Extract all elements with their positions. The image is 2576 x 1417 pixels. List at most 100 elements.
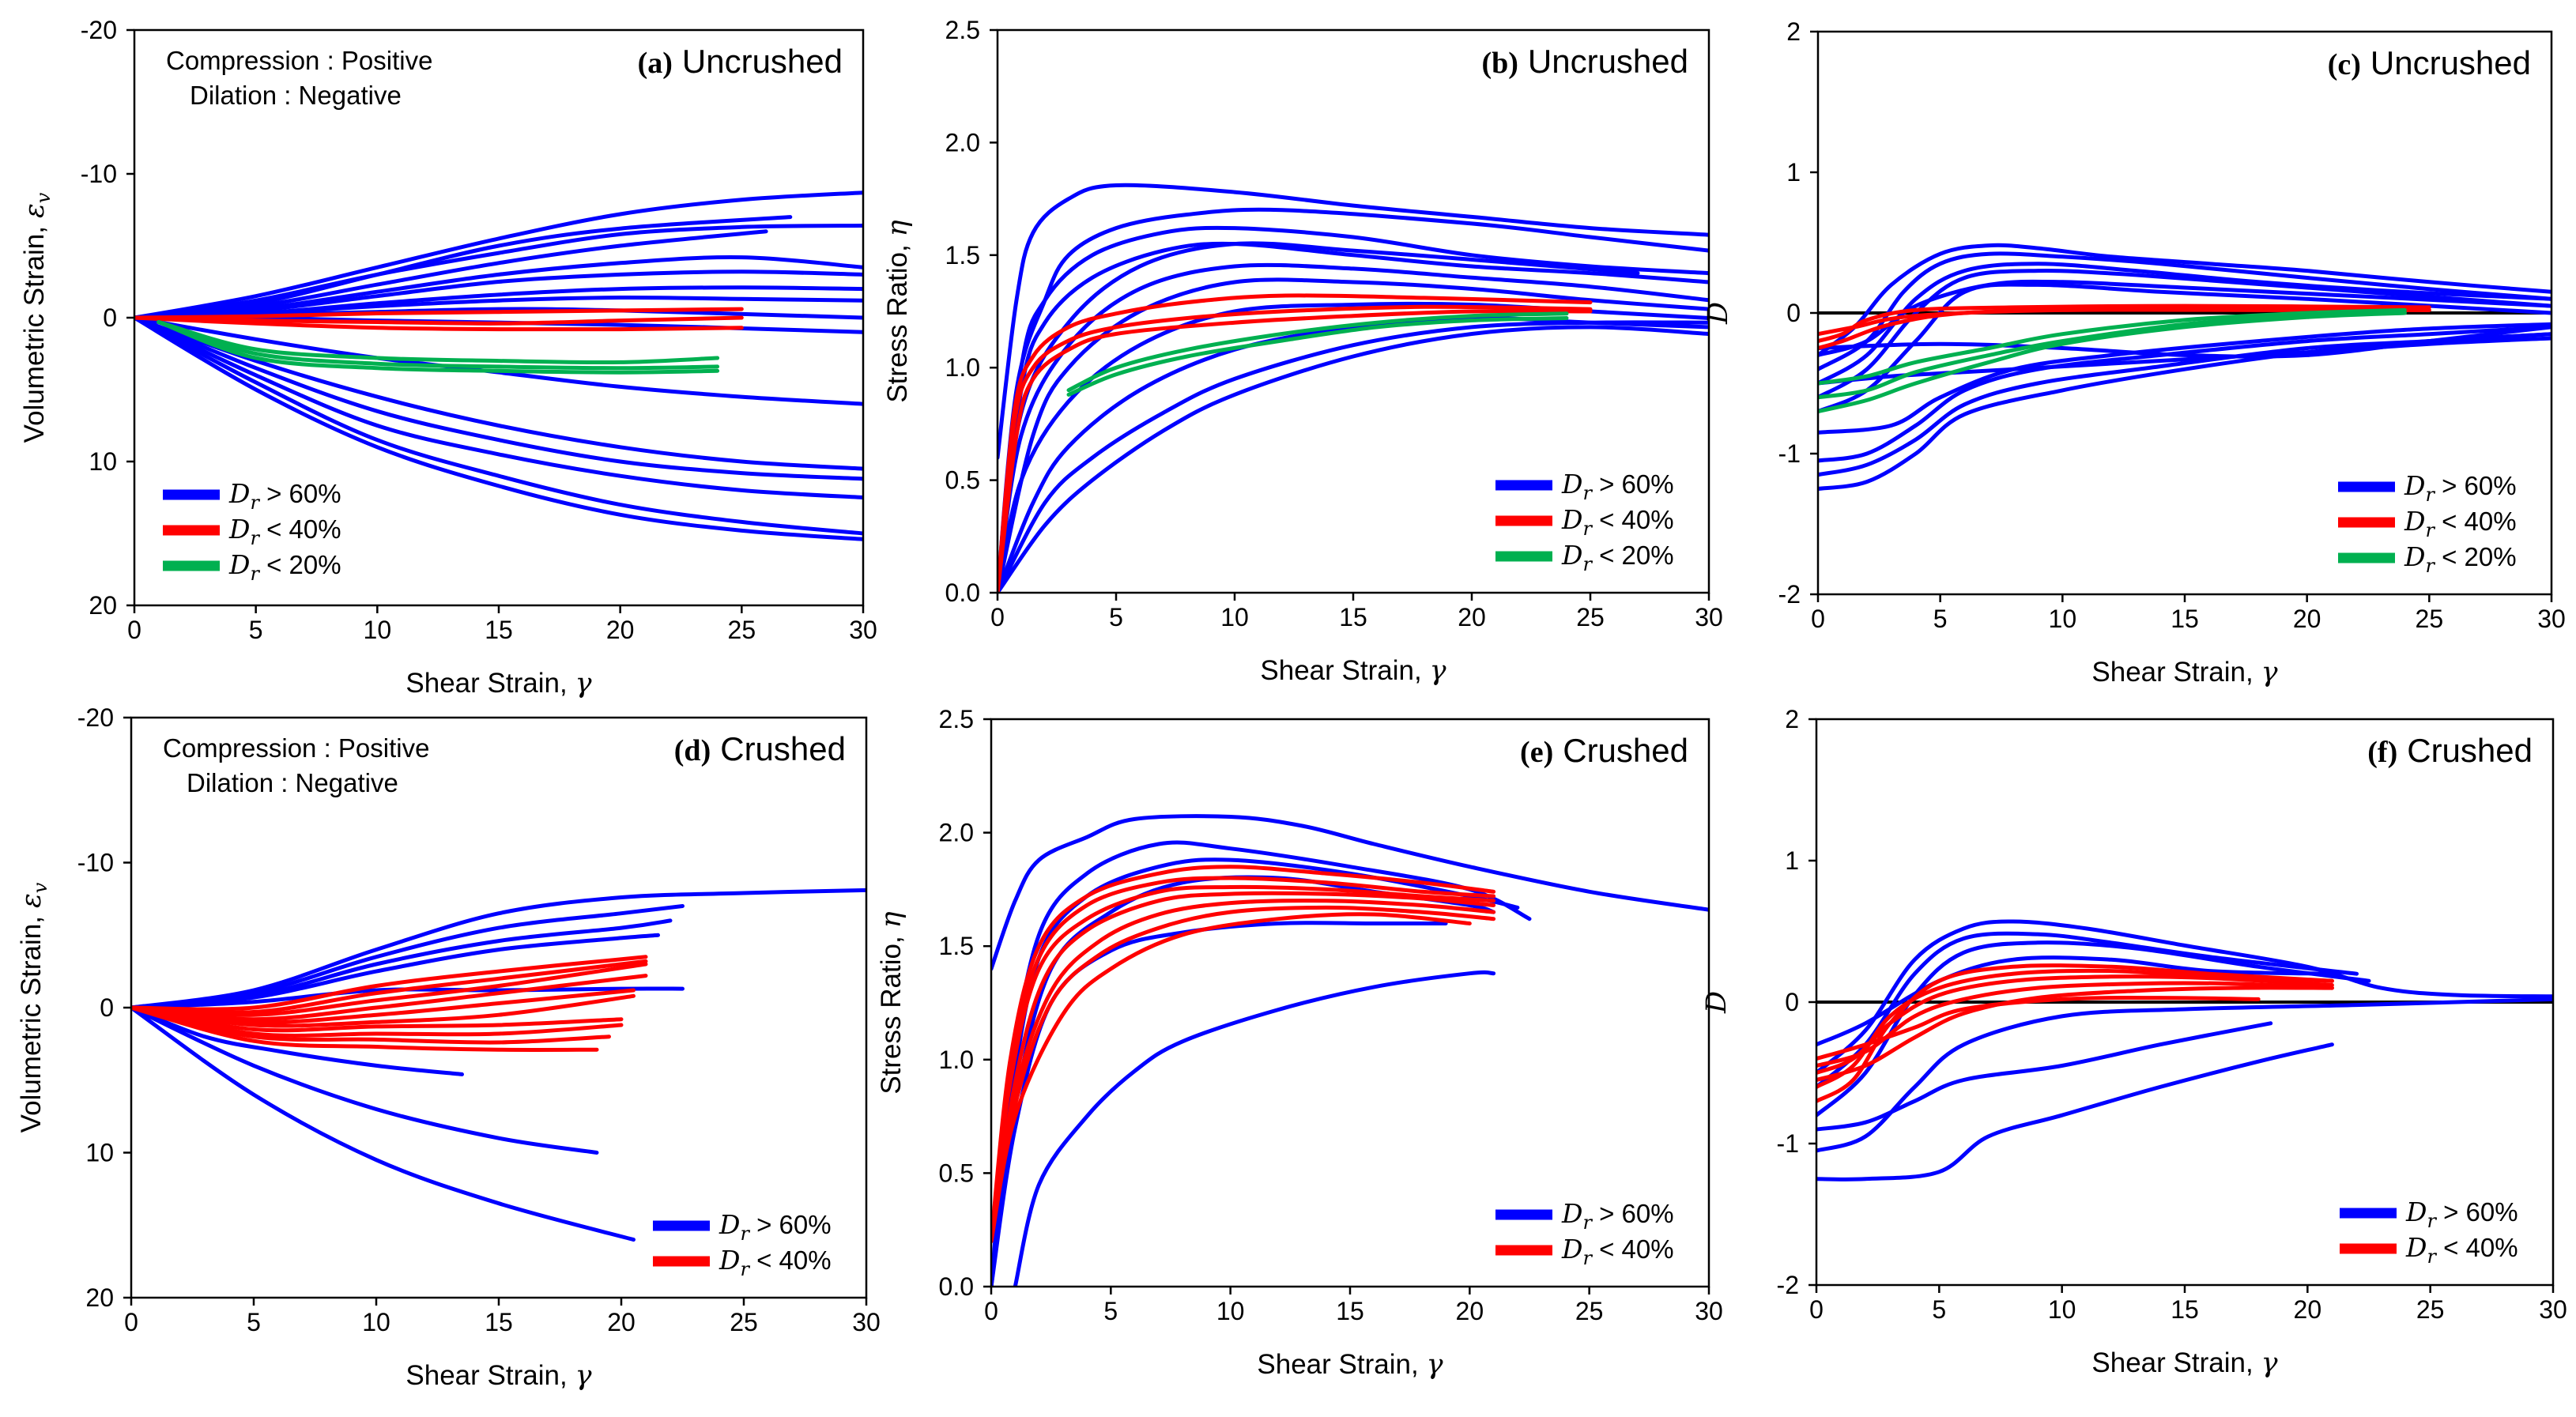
series-1-curve-2 <box>998 309 1593 593</box>
y-axis-symbol: η <box>882 220 914 236</box>
curves-group <box>1818 243 2551 491</box>
x-tick-label: 0 <box>1811 605 1825 633</box>
series-0-curve-1 <box>1818 251 2551 371</box>
panel-title: (b) Uncrushed <box>1481 43 1688 80</box>
series-1-curve-6 <box>131 1005 624 1033</box>
x-axis-title: Shear Strain, γ <box>2091 657 2277 688</box>
legend-text: < 40% <box>2436 1233 2518 1262</box>
y-tick-label: -10 <box>77 849 114 877</box>
legend-symbol: D <box>1561 504 1582 535</box>
series-0-curve-5 <box>998 262 1709 593</box>
panel-letter: (b) <box>1481 47 1518 80</box>
y-axis-symbol: ε <box>16 893 47 908</box>
legend-subscript: r <box>2427 1210 2437 1232</box>
y-tick-label: 2 <box>1786 17 1801 46</box>
series-0-curve-1 <box>131 904 685 1010</box>
x-axis-label: Shear Strain, <box>405 668 567 699</box>
legend-symbol: D <box>228 514 250 545</box>
x-tick-label: 20 <box>1456 1297 1484 1325</box>
legend-symbol: D <box>1561 1234 1582 1264</box>
y-axis-subscript: v <box>32 192 55 203</box>
y-tick-label: 1.5 <box>939 932 974 960</box>
legend-text: < 20% <box>2435 542 2517 571</box>
legend: Dr > 60%Dr < 40% <box>1495 1198 1674 1269</box>
legend-subscript: r <box>1582 553 1593 575</box>
series-0-curve-15 <box>134 315 863 541</box>
y-tick-label: 1 <box>1785 846 1799 875</box>
y-axis-title: D <box>1703 302 1734 325</box>
series-1-curve-0 <box>131 955 648 1012</box>
y-tick-label: 0.5 <box>945 466 980 495</box>
legend-label: Dr < 40% <box>1561 1234 1674 1269</box>
y-axis-title: Volumetric Strain, εv <box>19 192 55 443</box>
legend-text: > 60% <box>2435 471 2517 500</box>
x-tick-label: 20 <box>607 1308 636 1336</box>
series-0-curve-0 <box>131 888 866 1010</box>
series-0-curve-2 <box>998 225 1709 593</box>
y-axis-title: Volumetric Strain, εv <box>16 882 51 1132</box>
y-tick-label: 0 <box>103 303 117 332</box>
x-tick-label: 10 <box>2048 1295 2076 1324</box>
legend-label: Dr > 60% <box>1561 1198 1674 1234</box>
x-tick-label: 30 <box>1695 603 1723 631</box>
x-tick-label: 25 <box>2416 605 2444 633</box>
x-tick-label: 5 <box>1932 1295 1946 1324</box>
y-tick-label: 2.0 <box>939 819 974 847</box>
y-axis-label: Volumetric Strain, <box>16 916 47 1132</box>
x-tick-label: 5 <box>1103 1297 1118 1325</box>
x-tick-label: 30 <box>1695 1297 1723 1325</box>
series-0-curve-2 <box>134 215 793 320</box>
legend-symbol: D <box>2405 1232 2427 1263</box>
x-tick-label: 0 <box>990 603 1005 631</box>
legend-subscript: r <box>1582 482 1593 504</box>
series-1-curve-2 <box>131 962 648 1017</box>
x-axis-title: Shear Strain, γ <box>405 1360 591 1392</box>
y-tick-label: 20 <box>85 1283 114 1312</box>
panel-letter: (f) <box>2367 736 2397 769</box>
y-axis-symbol: D <box>1703 302 1734 325</box>
panel-title: (e) Crushed <box>1520 732 1688 769</box>
legend-label: Dr > 60% <box>718 1209 832 1245</box>
legend-symbol: D <box>2404 541 2425 572</box>
legend-label: Dr < 40% <box>228 514 341 549</box>
y-tick-label: 1.0 <box>945 353 980 382</box>
series-1-curve-0 <box>134 307 744 320</box>
series-0-curve-10 <box>998 325 1709 593</box>
x-tick-label: 25 <box>730 1308 758 1336</box>
series-0-curve-11 <box>134 315 863 471</box>
y-tick-label: -10 <box>81 160 117 188</box>
y-axis-symbol: D <box>1701 991 1733 1014</box>
series-1-curve-1 <box>998 304 1593 593</box>
y-tick-label: 10 <box>89 447 117 476</box>
legend-label: Dr < 40% <box>718 1245 832 1280</box>
x-tick-label: 15 <box>1339 603 1367 631</box>
x-tick-label: 5 <box>1933 605 1948 633</box>
legend-label: Dr < 20% <box>1561 540 1674 575</box>
legend-symbol: D <box>718 1245 740 1276</box>
series-0-curve-5 <box>131 1005 464 1076</box>
legend-symbol: D <box>2405 1197 2427 1227</box>
legend-label: Dr < 40% <box>2405 1232 2518 1268</box>
x-axis-label: Shear Strain, <box>2091 1347 2253 1378</box>
legend-text: < 40% <box>1592 1234 1674 1264</box>
y-tick-label: 2 <box>1785 705 1799 733</box>
series-1-curve-4 <box>991 899 1496 1244</box>
legend-symbol: D <box>718 1209 740 1240</box>
legend-subscript: r <box>250 563 260 585</box>
x-axis-label: Shear Strain, <box>2091 657 2253 688</box>
series-0-curve-14 <box>134 315 863 536</box>
x-axis-symbol: γ <box>1427 1349 1443 1381</box>
series-1-curve-2 <box>134 315 744 326</box>
series-2-curve-2 <box>1818 311 2407 414</box>
series-1-curve-8 <box>131 1005 611 1045</box>
y-tick-label: -2 <box>1778 580 1801 609</box>
annotation-0: Compression : Positive <box>163 733 429 763</box>
legend: Dr > 60% Dr < 40% <box>2340 1197 2518 1268</box>
series-0-curve-12 <box>134 315 863 481</box>
legend-text: > 60% <box>2436 1197 2518 1227</box>
series-2-curve-1 <box>1066 316 1569 397</box>
legend-text: > 60% <box>259 479 341 508</box>
x-tick-label: 10 <box>364 616 392 644</box>
legend-label: Dr < 20% <box>228 549 341 585</box>
x-axis-title: Shear Strain, γ <box>2091 1347 2277 1379</box>
